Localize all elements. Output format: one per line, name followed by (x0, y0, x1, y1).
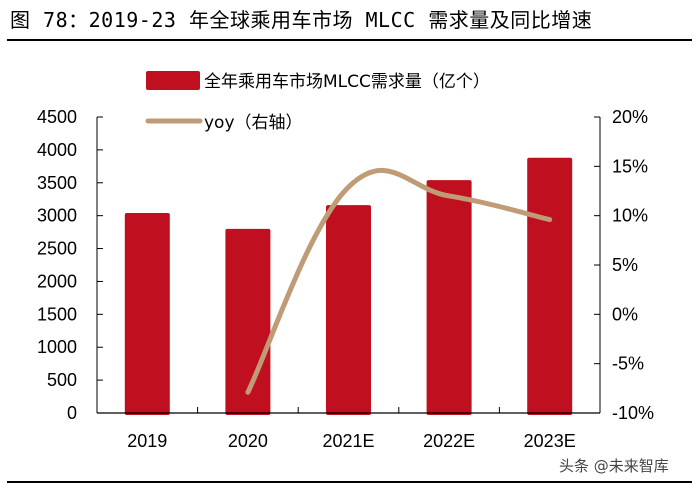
right-tick-label: 5% (612, 255, 638, 275)
bar-2021E (326, 205, 371, 415)
left-tick-label: 1500 (37, 304, 77, 324)
left-tick-label: 4500 (37, 107, 77, 127)
left-tick-label: 1000 (37, 337, 77, 357)
legend-bar-label: 全年乘用车市场MLCC需求量（亿个） (204, 72, 490, 92)
bottom-divider (7, 481, 692, 483)
figure-title: 图 78：2019-23 年全球乘用车市场 MLCC 需求量及同比增速 (10, 8, 593, 32)
yoy-line (245, 167, 553, 395)
title-divider (7, 39, 692, 41)
left-tick-label: 3000 (37, 206, 77, 226)
x-tick-label: 2021E (322, 431, 374, 451)
right-tick-label: -5% (612, 354, 644, 374)
x-tick-label: 2020 (228, 431, 268, 451)
right-tick-label: -10% (612, 403, 654, 423)
x-tick-label: 2022E (423, 431, 475, 451)
bar-2023E (527, 157, 573, 415)
legend-bar-swatch (146, 71, 200, 90)
legend-line-label: yoy（右轴） (204, 113, 303, 133)
right-tick-label: 15% (612, 156, 648, 176)
left-tick-label: 500 (47, 370, 77, 390)
left-tick-label: 2500 (37, 239, 77, 259)
right-tick-label: 10% (612, 206, 648, 226)
right-tick-label: 20% (612, 107, 648, 127)
x-tick-label: 2023E (524, 431, 576, 451)
watermark: 头条 @未来智库 (559, 457, 669, 475)
left-tick-label: 0 (67, 403, 77, 423)
left-tick-label: 2000 (37, 271, 77, 291)
bar-2022E (426, 180, 472, 415)
right-tick-label: 0% (612, 304, 638, 324)
bar-2019 (124, 213, 170, 415)
x-tick-label: 2019 (127, 431, 167, 451)
left-tick-label: 3500 (37, 173, 77, 193)
left-tick-label: 4000 (37, 140, 77, 160)
